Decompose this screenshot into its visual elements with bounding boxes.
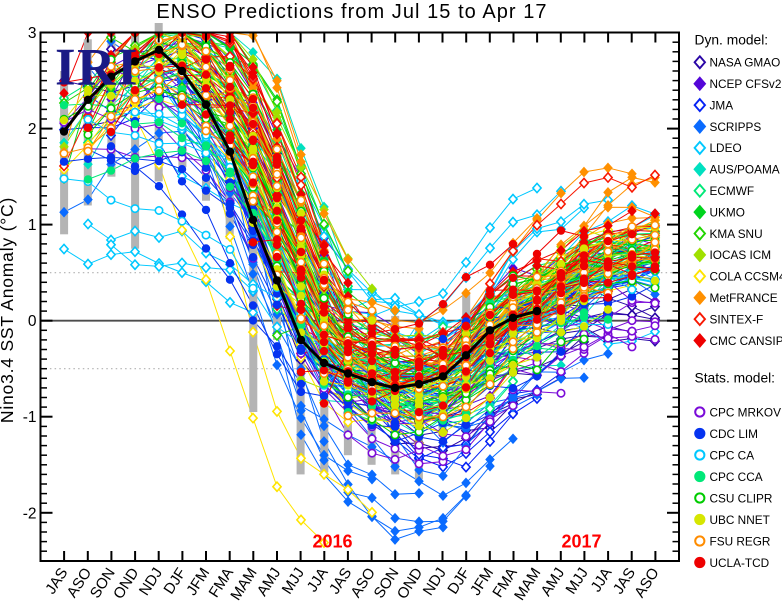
svg-text:Nino3.4 SST Anomaly (°C): Nino3.4 SST Anomaly (°C) (0, 197, 17, 423)
svg-text:2: 2 (28, 121, 37, 138)
svg-text:0: 0 (28, 313, 37, 330)
svg-text:LDEO: LDEO (710, 141, 742, 155)
svg-text:NCEP CFSv2: NCEP CFSv2 (710, 77, 782, 91)
svg-text:CPC CCA: CPC CCA (710, 470, 763, 484)
svg-text:CDC LIM: CDC LIM (710, 427, 759, 441)
svg-text:ENSO Predictions from Jul 15 t: ENSO Predictions from Jul 15 to Apr 17 (156, 1, 547, 23)
svg-text:AUS/POAMA: AUS/POAMA (710, 163, 780, 177)
svg-text:IRI: IRI (55, 39, 139, 97)
svg-text:2017: 2017 (561, 532, 601, 552)
svg-text:CMC CANSIP: CMC CANSIP (710, 334, 782, 348)
svg-text:Dyn. model:: Dyn. model: (695, 33, 769, 48)
svg-text:SCRIPPS: SCRIPPS (710, 120, 762, 134)
svg-text:2016: 2016 (312, 532, 352, 552)
svg-text:CPC CA: CPC CA (710, 448, 755, 462)
svg-text:Stats. model:: Stats. model: (695, 370, 776, 385)
svg-text:UCLA-TCD: UCLA-TCD (710, 556, 770, 570)
svg-text:IOCAS ICM: IOCAS ICM (710, 248, 772, 262)
svg-text:ECMWF: ECMWF (710, 184, 755, 198)
svg-text:SINTEX-F: SINTEX-F (710, 312, 764, 326)
svg-text:1: 1 (28, 217, 37, 234)
svg-text:3: 3 (28, 25, 37, 42)
svg-text:FSU REGR: FSU REGR (710, 534, 771, 548)
svg-text:UBC NNET: UBC NNET (710, 513, 770, 527)
svg-text:CSU CLIPR: CSU CLIPR (710, 491, 773, 505)
svg-text:JMA: JMA (710, 98, 734, 112)
svg-text:UKMO: UKMO (710, 205, 745, 219)
svg-text:NASA GMAO: NASA GMAO (710, 56, 781, 70)
svg-text:COLA CCSM4: COLA CCSM4 (710, 270, 782, 284)
svg-text:-2: -2 (23, 505, 37, 522)
svg-text:-1: -1 (23, 409, 37, 426)
svg-text:KMA SNU: KMA SNU (710, 227, 763, 241)
svg-text:CPC MRKOV: CPC MRKOV (710, 405, 782, 419)
svg-text:MetFRANCE: MetFRANCE (710, 291, 778, 305)
